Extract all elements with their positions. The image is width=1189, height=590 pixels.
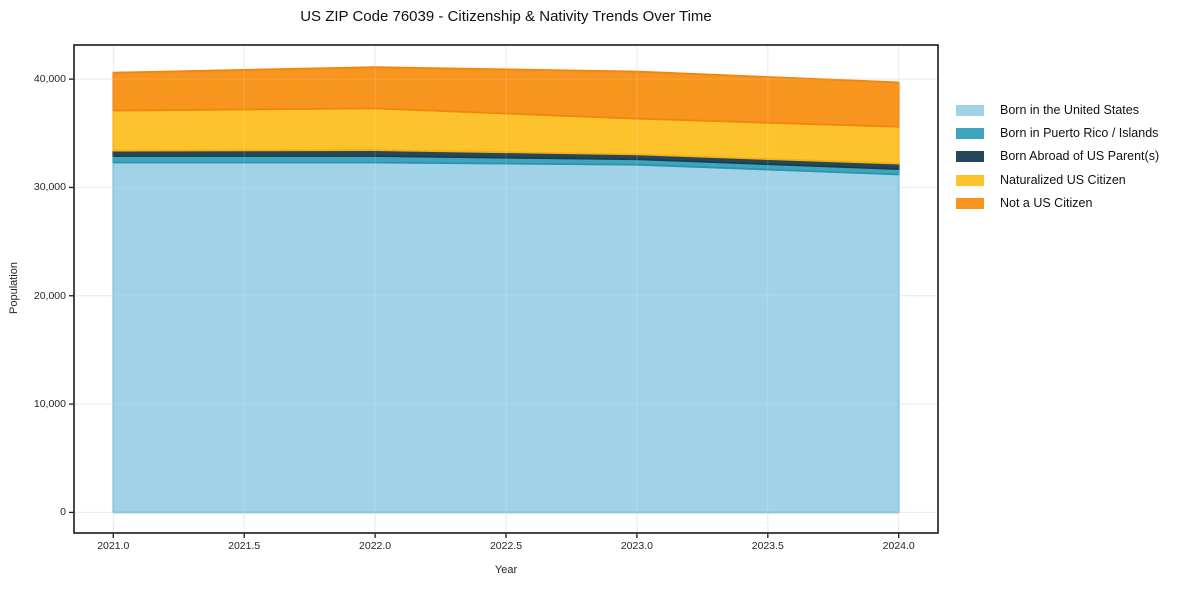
legend-swatch xyxy=(956,105,984,116)
y-tick-label: 0 xyxy=(60,506,66,519)
legend-label: Naturalized US Citizen xyxy=(1000,172,1126,187)
legend-swatch xyxy=(956,151,984,163)
legend-swatch xyxy=(956,128,984,140)
legend-item: Naturalized US Citizen xyxy=(956,172,1159,187)
y-tick-label: 20,000 xyxy=(33,289,66,302)
legend-label: Born in Puerto Rico / Islands xyxy=(1000,126,1159,141)
x-axis-label: Year xyxy=(494,564,518,576)
y-tick-label: 30,000 xyxy=(33,181,66,194)
x-tick-label: 2021.0 xyxy=(97,540,130,552)
legend-swatch xyxy=(956,174,984,186)
legend-item: Not a US Citizen xyxy=(956,195,1159,210)
x-tick-label: 2023.5 xyxy=(751,540,784,552)
x-tick-label: 2024.0 xyxy=(882,540,915,552)
x-tick-label: 2023.0 xyxy=(620,540,653,552)
legend-item: Born in Puerto Rico / Islands xyxy=(956,127,1159,140)
x-tick-label: 2022.5 xyxy=(489,540,523,552)
plot-spines xyxy=(73,44,939,534)
legend-label: Born Abroad of US Parent(s) xyxy=(1000,149,1160,164)
legend: Born in the United States Born in Puerto … xyxy=(956,104,1159,220)
legend-item: Born Abroad of US Parent(s) xyxy=(956,150,1159,163)
legend-item: Born in the United States xyxy=(956,104,1159,117)
legend-swatch xyxy=(956,197,984,209)
x-tick-label: 2021.5 xyxy=(228,540,261,552)
y-tick-label: 10,000 xyxy=(33,398,66,411)
legend-label: Born in the United States xyxy=(1000,103,1139,117)
chart-title: US ZIP Code 76039 - Citizenship & Nativi… xyxy=(300,8,712,25)
y-tick-label: 40,000 xyxy=(33,73,66,86)
x-tick-label: 2022.0 xyxy=(359,540,392,552)
legend-label: Not a US Citizen xyxy=(1000,195,1093,210)
area-not-a-us-citizen xyxy=(112,66,900,128)
